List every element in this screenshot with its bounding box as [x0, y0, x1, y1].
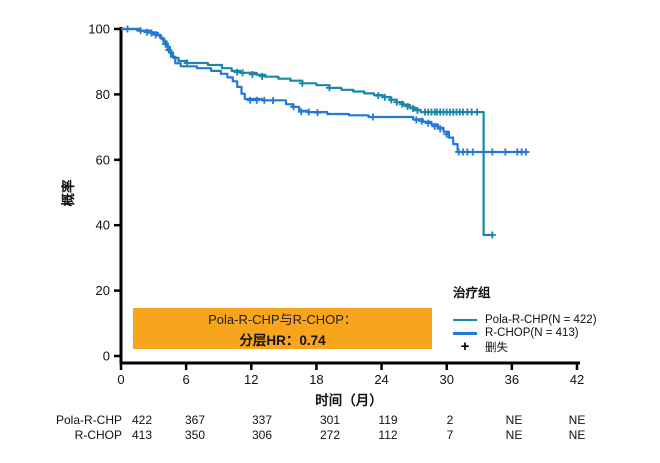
hr-annotation-line1: Pola-R-CHP与R-CHOP：	[208, 311, 357, 327]
x-tick-label: 42	[570, 372, 584, 387]
x-tick-label: 18	[309, 372, 323, 387]
legend-entry-pola-r-chp: Pola-R-CHP(N = 422)	[453, 313, 597, 327]
y-tick-label: 60	[96, 152, 110, 167]
risk-value: NE	[568, 428, 586, 442]
y-tick-label: 80	[96, 87, 110, 102]
censor-marks	[147, 29, 530, 156]
risk-value: 413	[131, 428, 153, 442]
risk-value: 350	[184, 428, 206, 442]
x-tick-label: 12	[244, 372, 258, 387]
hr-annotation-box: Pola-R-CHP与R-CHOP： 分层HR：0.74	[133, 308, 432, 349]
y-axis-label: 概率	[61, 179, 76, 207]
km-curve	[121, 27, 494, 237]
risk-value: 112	[378, 428, 398, 442]
y-tick-label: 20	[96, 283, 110, 298]
risk-value: 2	[446, 413, 454, 427]
risk-value: NE	[568, 413, 586, 427]
legend: 治疗组 Pola-R-CHP(N = 422) R-CHOP(N = 413) …	[453, 282, 597, 354]
risk-value: 337	[251, 413, 273, 427]
plus-censor-icon: +	[460, 337, 470, 355]
risk-value: 301	[319, 413, 341, 427]
risk-row-label: R-CHOP	[74, 428, 122, 442]
risk-value: 306	[251, 428, 273, 442]
y-tick-label: 100	[88, 22, 110, 37]
risk-value: 7	[446, 428, 454, 442]
x-tick-label: 30	[439, 372, 453, 387]
legend-entry-label: R-CHOP(N = 413)	[485, 327, 579, 340]
x-tick-label: 0	[117, 372, 124, 387]
x-axis-label: 时间（月）	[315, 393, 383, 408]
line-swatch-blue	[453, 332, 477, 335]
risk-row-r-chop: R-CHOP 413 350 306 272 112 7 NE NE	[0, 428, 660, 442]
x-tick-label: 24	[374, 372, 388, 387]
x-tick-label: 6	[183, 372, 190, 387]
risk-value: NE	[505, 413, 523, 427]
legend-entry-censored: + 删失	[453, 337, 597, 355]
risk-value: NE	[505, 428, 523, 442]
legend-entry-label: 删失	[485, 341, 508, 354]
risk-row-pola-r-chp: Pola-R-CHP 422 367 337 301 119 2 NE NE	[0, 413, 660, 427]
line-swatch-teal	[453, 318, 477, 321]
risk-row-label: Pola-R-CHP	[55, 413, 122, 427]
km-series-r-chop	[121, 27, 530, 156]
x-tick-label: 36	[505, 372, 519, 387]
axes: 0 20 40 60 80 100 0 6 12 18 24 30 36 42	[88, 22, 584, 388]
legend-entry-r-chop: R-CHOP(N = 413)	[453, 327, 597, 341]
risk-value: 119	[378, 413, 398, 427]
risk-value: 367	[184, 413, 206, 427]
risk-value: 422	[131, 413, 153, 427]
km-curve	[121, 27, 529, 154]
risk-value: 272	[319, 428, 341, 442]
legend-title: 治疗组	[453, 286, 491, 300]
y-tick-label: 0	[103, 349, 110, 364]
legend-entry-label: Pola-R-CHP(N = 422)	[485, 313, 597, 326]
y-tick-label: 40	[96, 218, 110, 233]
hr-annotation-line2: 分层HR：0.74	[239, 332, 326, 348]
